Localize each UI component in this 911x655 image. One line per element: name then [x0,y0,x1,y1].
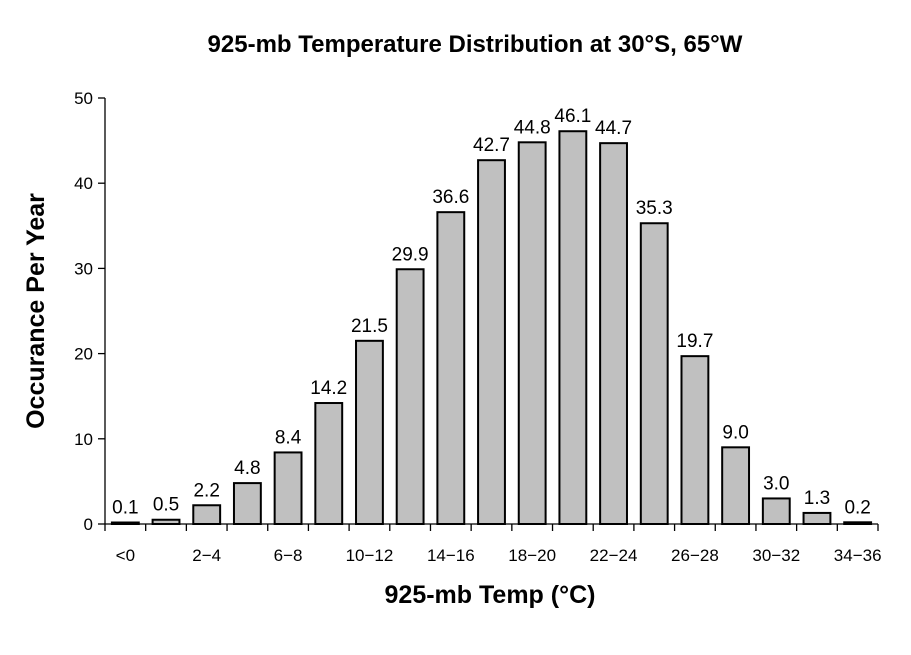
y-axis-label: Occurance Per Year [22,193,50,429]
bar [558,130,588,525]
data-label: 46.1 [554,106,591,127]
y-tick-label: 50 [74,89,93,108]
data-label: 9.0 [722,422,748,443]
chart-title: 925-mb Temperature Distribution at 30°S,… [208,31,743,58]
data-label: 0.1 [112,498,138,519]
x-axis-label: 925-mb Temp (°C) [385,581,596,609]
data-label: 0.2 [844,497,870,518]
x-tick-label: <0 [116,546,135,565]
data-label: 8.4 [275,427,302,448]
x-tick-label: 30−32 [752,546,800,565]
data-label: 19.7 [676,331,713,352]
x-tick-label: 6−8 [274,546,303,565]
bar [273,451,303,526]
data-label: 2.2 [193,480,219,501]
y-tick-label: 0 [84,515,93,534]
data-label: 36.6 [432,187,469,208]
bar [802,511,832,526]
bar [395,268,425,526]
data-label: 21.5 [351,316,388,337]
bar [355,339,384,525]
bar [151,518,181,525]
data-label: 44.7 [595,118,632,139]
x-tick-label: 18−20 [508,546,556,565]
y-tick-label: 30 [74,259,93,278]
bar [843,521,873,526]
bar [232,482,262,526]
data-label: 42.7 [473,135,510,156]
data-label: 3.0 [763,473,789,494]
bar [477,159,506,525]
data-label: 35.3 [636,198,673,219]
bar [314,402,344,525]
bar [721,446,751,526]
bar [639,222,669,526]
y-tick-label: 40 [74,174,93,193]
data-label: 29.9 [392,244,429,265]
y-tick-label: 10 [74,430,93,449]
x-tick-label: 10−12 [346,546,394,565]
x-tick-label: 2−4 [192,546,221,565]
bar [192,504,222,526]
data-label: 4.8 [234,458,260,479]
bar [436,211,466,525]
bar [761,497,791,526]
x-tick-label: 22−24 [590,546,638,565]
bar [680,355,710,525]
x-tick-label: 26−28 [671,546,719,565]
bar [599,142,628,525]
bar [110,521,140,525]
data-label: 44.8 [514,117,551,138]
plot-area: 0 10 20 30 40 50 0.1 <0 0.5 2.2 2−4 4.8 8.4 6−8 14.2 21… [74,89,881,565]
y-tick-label: 20 [74,345,93,364]
x-tick-label: 14−16 [427,546,475,565]
x-tick-label: 34−36 [834,546,882,565]
data-label: 14.2 [310,378,347,399]
bar [517,141,547,526]
data-label: 0.5 [153,495,179,516]
data-label: 1.3 [804,488,830,509]
